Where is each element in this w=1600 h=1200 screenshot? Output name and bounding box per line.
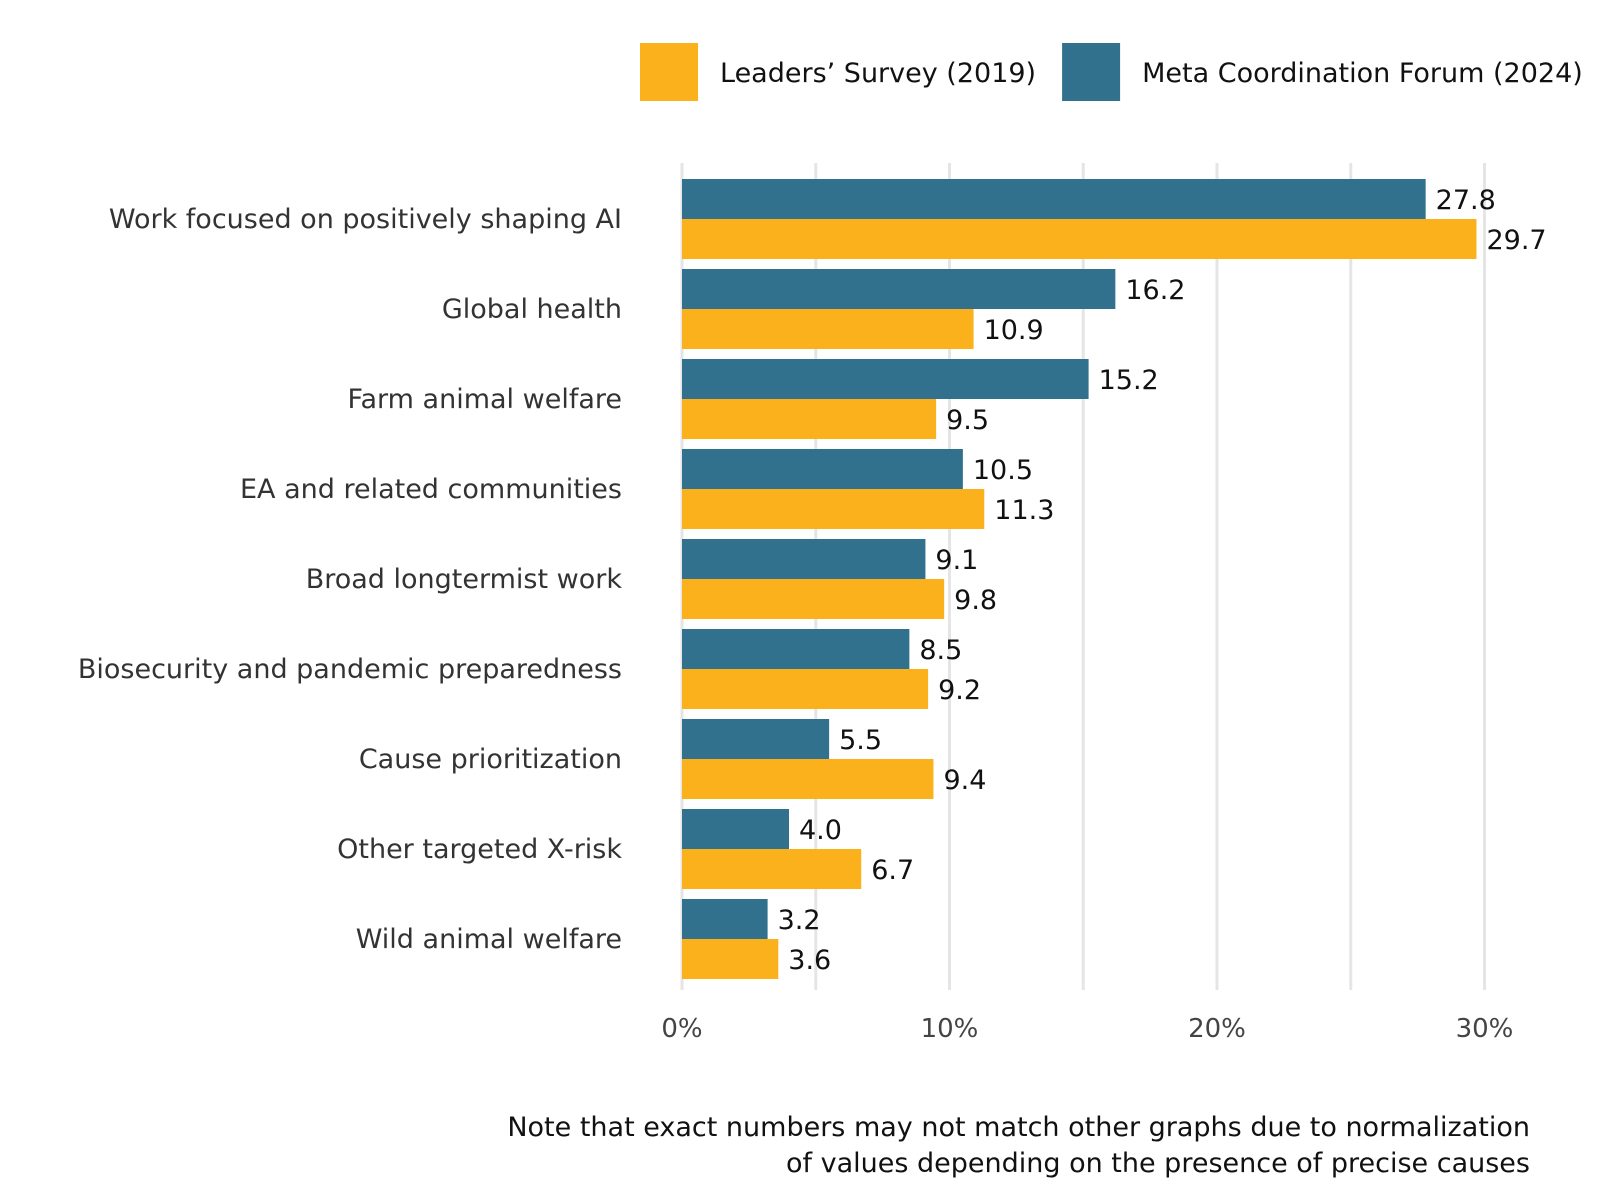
data-label: 29.7	[1486, 225, 1546, 256]
data-label: 9.2	[938, 675, 981, 706]
bar-leaders-2019	[682, 849, 862, 889]
data-label: 16.2	[1125, 275, 1185, 306]
data-label: 27.8	[1436, 185, 1496, 216]
data-label: 10.5	[973, 455, 1033, 486]
category-label: Farm animal welfare	[347, 384, 622, 415]
x-axis-tick-labels: 0% 10% 20% 30%	[661, 1014, 1513, 1044]
footnote: Note that exact numbers may not match ot…	[507, 1110, 1530, 1182]
bar-leaders-2019	[682, 219, 1477, 259]
legend-swatch	[640, 43, 698, 101]
data-label: 9.4	[943, 765, 986, 796]
category-label: EA and related communities	[240, 474, 622, 505]
legend-swatch	[1062, 43, 1121, 101]
category-label: Work focused on positively shaping AI	[109, 204, 622, 235]
bar-leaders-2019	[682, 309, 974, 349]
legend: Leaders’ Survey (2019) Meta Coordination …	[640, 43, 1583, 101]
category-label: Cause prioritization	[359, 744, 622, 775]
data-label: 6.7	[871, 855, 914, 886]
bar-leaders-2019	[682, 669, 929, 709]
data-label: 3.2	[778, 905, 821, 936]
x-tick-label: 20%	[1188, 1014, 1246, 1044]
bar-leaders-2019	[682, 939, 779, 979]
bar-meta-2024	[682, 809, 789, 849]
category-label: Global health	[442, 294, 622, 325]
bar-meta-2024	[682, 179, 1426, 219]
bar-leaders-2019	[682, 489, 985, 529]
bar-leaders-2019	[682, 399, 937, 439]
data-label: 9.1	[935, 545, 978, 576]
bar-leaders-2019	[682, 579, 945, 619]
bar-meta-2024	[682, 269, 1116, 309]
data-label: 11.3	[994, 495, 1054, 526]
bar-meta-2024	[682, 899, 768, 939]
category-label: Other targeted X-risk	[337, 834, 622, 865]
legend-label: Meta Coordination Forum (2024)	[1142, 58, 1583, 89]
x-tick-label: 10%	[921, 1014, 979, 1044]
data-label: 9.5	[946, 405, 989, 436]
data-label: 8.5	[919, 635, 962, 666]
footnote-line-2: of values depending on the presence of p…	[785, 1148, 1530, 1179]
category-label: Broad longtermist work	[306, 564, 623, 595]
data-label: 10.9	[984, 315, 1044, 346]
bar-leaders-2019	[682, 759, 934, 799]
bars	[682, 179, 1477, 979]
bar-meta-2024	[682, 449, 963, 489]
category-label: Biosecurity and pandemic preparedness	[78, 654, 622, 685]
bar-meta-2024	[682, 539, 926, 579]
bar-meta-2024	[682, 629, 910, 669]
data-label: 3.6	[788, 945, 831, 976]
value-labels: 27.8 29.7 16.2 10.9 15.2 9.5 10.5 11.3 9.1 9.8 8.5…	[778, 185, 1547, 976]
data-label: 15.2	[1099, 365, 1159, 396]
x-tick-label: 30%	[1456, 1014, 1514, 1044]
data-label: 5.5	[839, 725, 882, 756]
data-label: 9.8	[954, 585, 997, 616]
bar-meta-2024	[682, 719, 830, 759]
data-label: 4.0	[799, 815, 842, 846]
legend-label: Leaders’ Survey (2019)	[720, 58, 1036, 89]
category-label: Wild animal welfare	[356, 924, 622, 955]
footnote-line-1: Note that exact numbers may not match ot…	[507, 1112, 1530, 1143]
category-labels: Work focused on positively shaping AI Glo…	[78, 204, 623, 955]
x-tick-label: 0%	[661, 1014, 702, 1044]
bar-meta-2024	[682, 359, 1089, 399]
